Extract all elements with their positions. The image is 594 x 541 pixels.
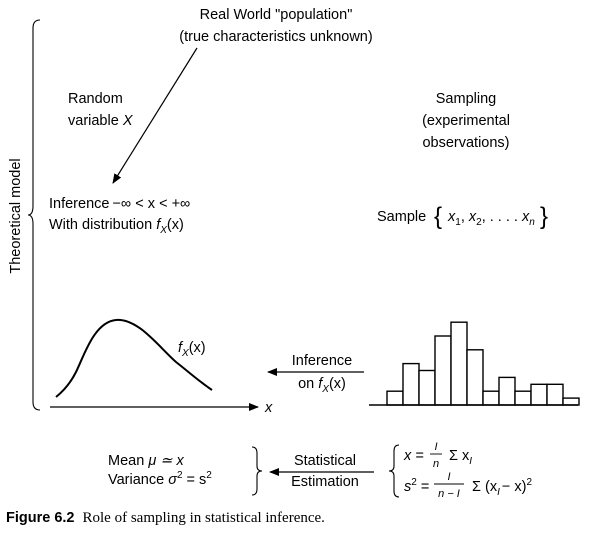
estimation-label: Estimation <box>291 474 359 490</box>
theoretical-model-label: Theoretical model <box>8 158 24 273</box>
figure-number: Figure 6.2 <box>6 510 75 526</box>
statistical-label: Statistical <box>294 453 356 469</box>
histogram-bar <box>467 350 483 405</box>
figure-caption-text: Role of sampling in statistical inferenc… <box>83 510 325 526</box>
mean-estimate: Mean μ ≃ x <box>108 453 184 469</box>
population-subtitle: (true characteristics unknown) <box>179 29 372 45</box>
variable-label: variable X <box>68 113 134 129</box>
histogram-bar <box>483 391 499 405</box>
histogram-bar <box>531 384 547 405</box>
histogram-bar <box>403 364 419 405</box>
sample-set: x1, x2, . . . . xn <box>447 209 535 228</box>
histogram-bar <box>451 322 467 405</box>
theoretical-model-brace <box>28 20 40 410</box>
sample-histogram <box>387 322 579 405</box>
sample-label: Sample <box>377 209 426 225</box>
mean-formula-numerator: I <box>434 441 437 453</box>
histogram-bar <box>515 391 531 405</box>
histogram-bar <box>547 384 563 405</box>
curve-label: fX(x) <box>178 340 206 359</box>
histogram-bar <box>435 336 451 405</box>
histogram-bar <box>419 371 435 406</box>
mean-formula-lhs: x = <box>403 448 424 464</box>
sampling-detail-2: observations) <box>422 135 509 151</box>
mean-formula-denominator: n <box>433 458 439 470</box>
random-label: Random <box>68 91 123 107</box>
sample-brace-right: } <box>540 203 548 230</box>
variance-estimate: Variance σ2 = s2 <box>108 470 212 488</box>
variance-formula-lhs: s2 = <box>404 477 429 495</box>
sampling-label: Sampling <box>436 91 496 107</box>
formulas-brace <box>389 445 399 497</box>
population-title: Real World "population" <box>200 7 353 23</box>
histogram-bar <box>499 377 515 405</box>
distribution-label: With distribution fX(x) <box>49 217 184 236</box>
sampling-detail-1: (experimental <box>422 113 510 129</box>
variance-formula-numerator: I <box>447 471 450 483</box>
sample-brace-left: { <box>434 203 442 230</box>
mean-formula-sum: Σ xI <box>449 448 472 467</box>
histogram-bar <box>563 398 579 405</box>
inference-range: Inference −∞ < x < +∞ <box>49 196 190 212</box>
histogram-bar <box>387 391 403 405</box>
variance-formula-sum: Σ (xI − x)2 <box>472 477 532 498</box>
estimates-brace <box>252 447 262 495</box>
variance-formula-denominator: n − I <box>438 488 460 500</box>
inference-on-function: on fX(x) <box>298 376 346 395</box>
x-axis-label: x <box>264 400 273 416</box>
inference-on-label: Inference <box>292 353 352 369</box>
figure-caption: Figure 6.2 Role of sampling in statistica… <box>6 510 325 527</box>
